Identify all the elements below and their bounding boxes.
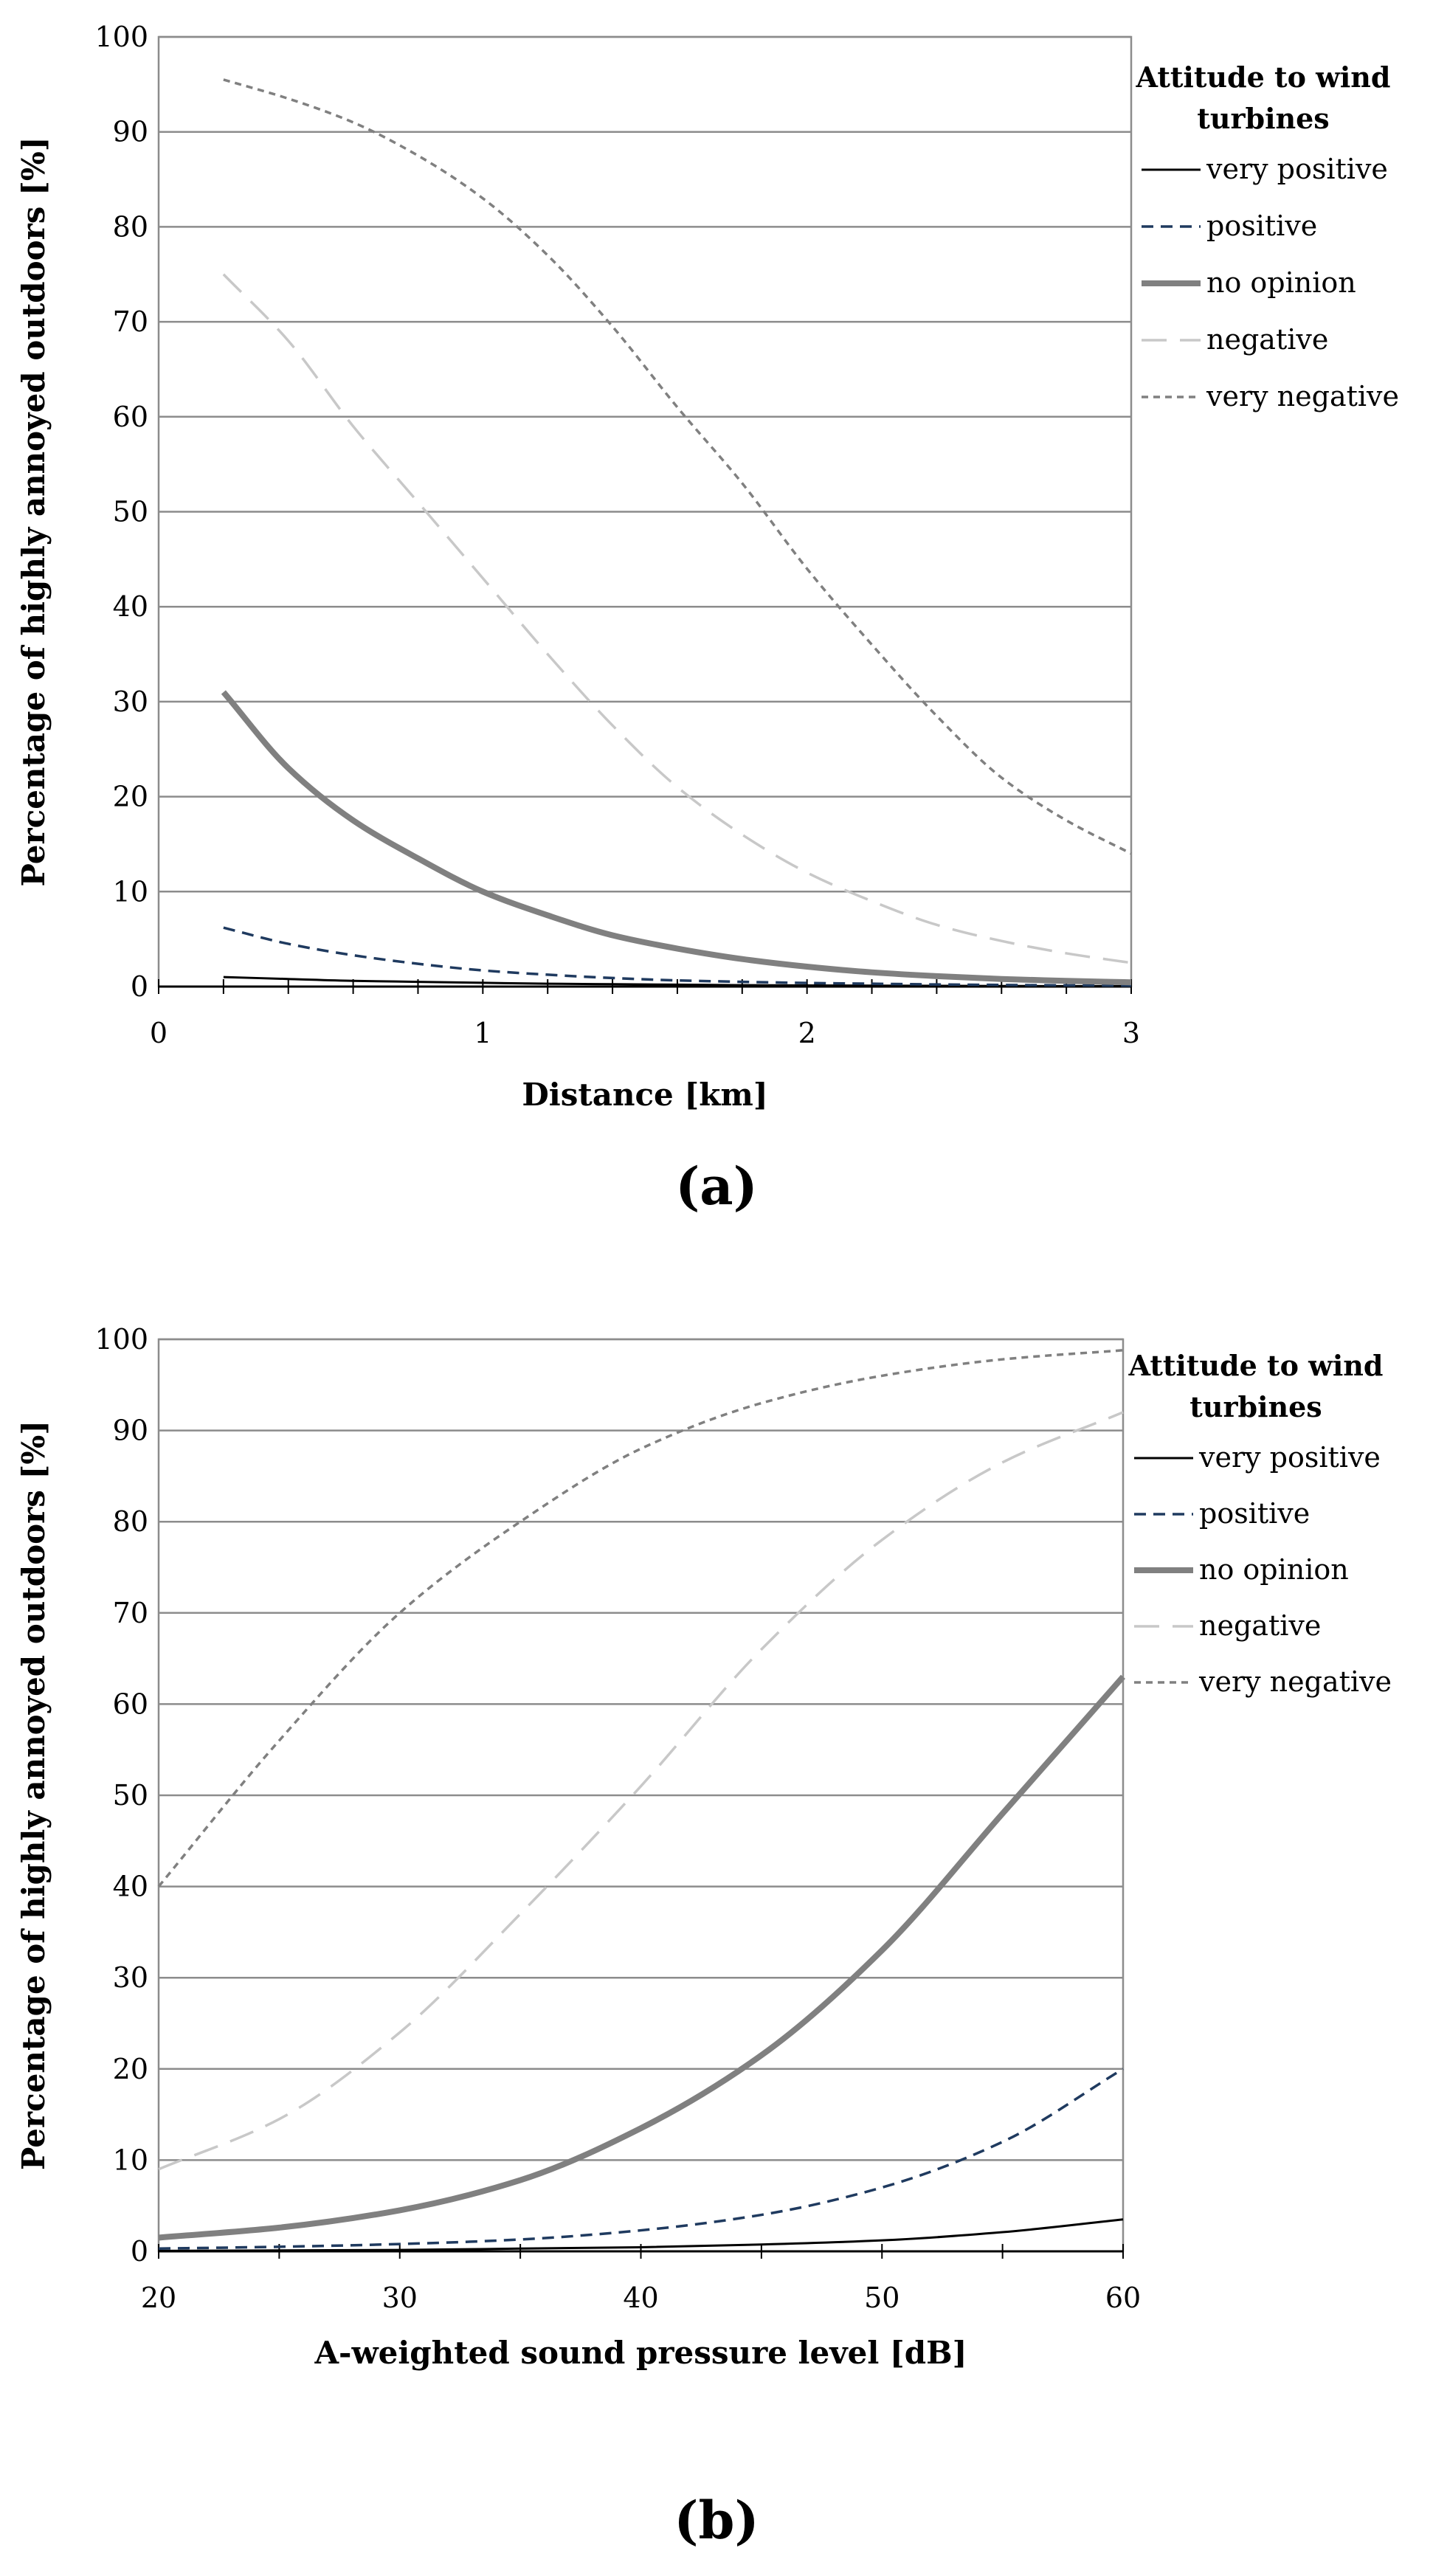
chart-a-y-tick-label: 60 [113, 401, 148, 433]
chart-b-y-tick-label: 0 [131, 2235, 148, 2268]
chart-a-series-very-negative [223, 78, 1132, 855]
chart-b-x-axis-title: A-weighted sound pressure level [dB] [314, 2335, 967, 2371]
chart-a-y-tick-label: 50 [113, 496, 148, 528]
chart-b-series-no-opinion [158, 1674, 1126, 2241]
chart-b-legend-title: turbines [1189, 1390, 1322, 1423]
chart-b-series-very-positive [158, 2218, 1124, 2252]
chart-a-y-axis-title: Percentage of highly annoyed outdoors [%… [15, 137, 52, 886]
chart-b-y-tick-label: 40 [113, 1871, 148, 1903]
chart-a-legend-label: positive [1206, 210, 1317, 242]
chart-b-y-tick-label: 20 [113, 2053, 148, 2085]
chart-b-legend-label: negative [1199, 1609, 1321, 1642]
chart-b-x-tick-label: 40 [623, 2282, 658, 2314]
chart-a-y-tick-label: 0 [131, 970, 148, 1003]
chart-a-legend-title: turbines [1197, 102, 1329, 135]
chart-a-x-tick-label: 2 [798, 1017, 816, 1049]
chart-a-x-axis-title: Distance [km] [522, 1077, 767, 1113]
chart-b-x-tick-label: 50 [864, 2282, 899, 2314]
chart-a-x-tick-label: 1 [474, 1017, 491, 1049]
chart-a-legend-label: negative [1206, 323, 1328, 356]
chart-b-x-tick-label: 20 [141, 2282, 176, 2314]
chart-a-series-no-opinion [221, 690, 1132, 986]
chart-a-legend-label: no opinion [1206, 266, 1356, 299]
chart-b-y-tick-label: 90 [113, 1415, 148, 1447]
chart-a-y-tick-label: 80 [113, 210, 148, 243]
chart-a: 0 10 20 30 40 50 60 70 80 90 100 0 1 2 3 Distance [km] P… [15, 21, 1399, 1113]
chart-a-y-tick-label: 70 [113, 305, 148, 338]
chart-b-series-positive [158, 2068, 1124, 2251]
chart-b-series-negative [158, 1411, 1124, 2171]
chart-a-legend-label: very positive [1206, 153, 1388, 185]
chart-b: 0 10 20 30 40 50 60 70 80 90 100 20 30 40 50 60 A-weight… [15, 1323, 1392, 2371]
chart-b-legend-title: Attitude to wind [1128, 1349, 1384, 1382]
chart-b-y-tick-label: 50 [113, 1779, 148, 1812]
chart-b-y-axis-title: Percentage of highly annoyed outdoors [%… [15, 1420, 52, 2170]
chart-b-legend-label: very positive [1198, 1441, 1381, 1474]
chart-b-y-tick-label: 100 [94, 1323, 148, 1356]
chart-a-y-tick-label: 40 [113, 590, 148, 623]
chart-b-x-tick-label: 30 [382, 2282, 418, 2314]
chart-a-y-tick-label: 10 [113, 875, 148, 908]
chart-b-legend-label: no opinion [1199, 1553, 1349, 1586]
chart-a-series-negative [222, 273, 1132, 964]
chart-b-y-tick-label: 60 [113, 1688, 148, 1720]
panel-label-a: (a) [675, 1156, 758, 1217]
chart-b-y-tick-label: 80 [113, 1505, 148, 1538]
chart-a-y-tick-label: 90 [113, 116, 148, 148]
chart-a-y-tick-label: 30 [113, 686, 148, 718]
chart-b-y-tick-label: 10 [113, 2144, 148, 2176]
chart-b-legend-label: very negative [1198, 1665, 1392, 1698]
chart-a-y-tick-label: 100 [94, 21, 148, 53]
chart-a-x-tick-label: 0 [150, 1017, 168, 1049]
chart-a-y-tick-label: 20 [113, 781, 148, 813]
chart-b-y-tick-label: 30 [113, 1961, 148, 1994]
chart-a-series-very-positive [223, 976, 1131, 987]
chart-b-legend-label: positive [1199, 1497, 1310, 1530]
chart-b-x-tick-label: 60 [1105, 2282, 1141, 2314]
chart-a-x-tick-label: 3 [1122, 1017, 1140, 1049]
chart-a-legend-label: very negative [1206, 380, 1399, 412]
chart-b-y-tick-label: 70 [113, 1597, 148, 1629]
panel-label-b: (b) [674, 2490, 759, 2551]
chart-a-legend-title: Attitude to wind [1136, 61, 1391, 94]
